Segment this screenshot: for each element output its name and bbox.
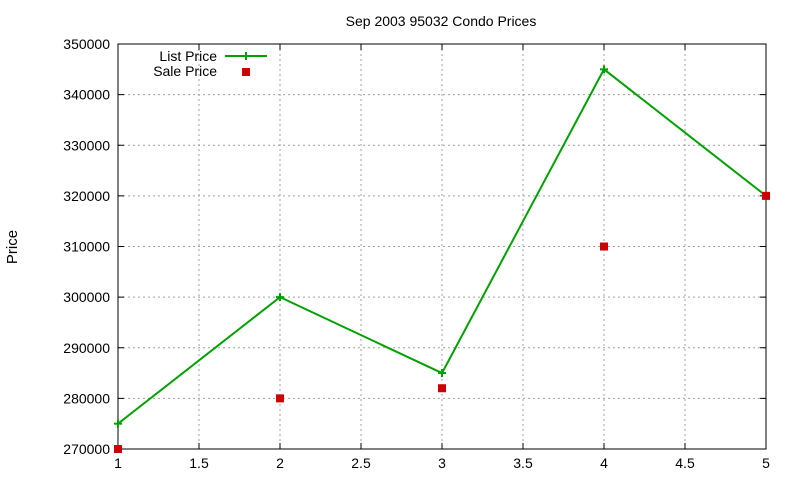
y-tick-label: 290000 bbox=[63, 340, 110, 356]
y-tick-label: 320000 bbox=[63, 188, 110, 204]
x-tick-label: 4 bbox=[600, 455, 608, 471]
y-tick-label: 310000 bbox=[63, 239, 110, 255]
legend-label-sale-price: Sale Price bbox=[153, 63, 217, 79]
y-tick-label: 350000 bbox=[63, 36, 110, 52]
x-tick-label: 2.5 bbox=[351, 455, 371, 471]
data-point-sale-price bbox=[438, 384, 446, 393]
y-tick-label: 300000 bbox=[63, 289, 110, 305]
y-tick-label: 330000 bbox=[63, 137, 110, 153]
x-tick-label: 3 bbox=[438, 455, 446, 471]
y-tick-label: 280000 bbox=[63, 390, 110, 406]
chart-title: Sep 2003 95032 Condo Prices bbox=[346, 13, 537, 29]
y-tick-label: 340000 bbox=[63, 87, 110, 103]
x-tick-label: 1.5 bbox=[189, 455, 209, 471]
tick-labels: 1 1.5 2 2.5 3 3.5 4 4.5 5 270000 280000 290000 30000… bbox=[63, 36, 770, 471]
grid bbox=[117, 43, 767, 450]
x-tick-label: 5 bbox=[762, 455, 770, 471]
y-axis-label: Price bbox=[4, 230, 21, 264]
x-tick-label: 4.5 bbox=[675, 455, 695, 471]
series bbox=[114, 65, 770, 453]
x-tick-label: 2 bbox=[276, 455, 284, 471]
legend-marker-sale-price bbox=[242, 68, 250, 76]
legend-label-list-price: List Price bbox=[159, 48, 217, 64]
plot-frame bbox=[117, 43, 767, 450]
data-point-sale-price bbox=[114, 445, 122, 453]
data-point-sale-price bbox=[762, 191, 770, 200]
y-tick-label: 270000 bbox=[63, 441, 110, 457]
x-tick-label: 1 bbox=[114, 455, 122, 471]
data-point-sale-price bbox=[600, 242, 608, 251]
data-point-sale-price bbox=[276, 394, 284, 403]
x-tick-label: 3.5 bbox=[513, 455, 533, 471]
legend: List Price Sale Price bbox=[153, 48, 267, 79]
